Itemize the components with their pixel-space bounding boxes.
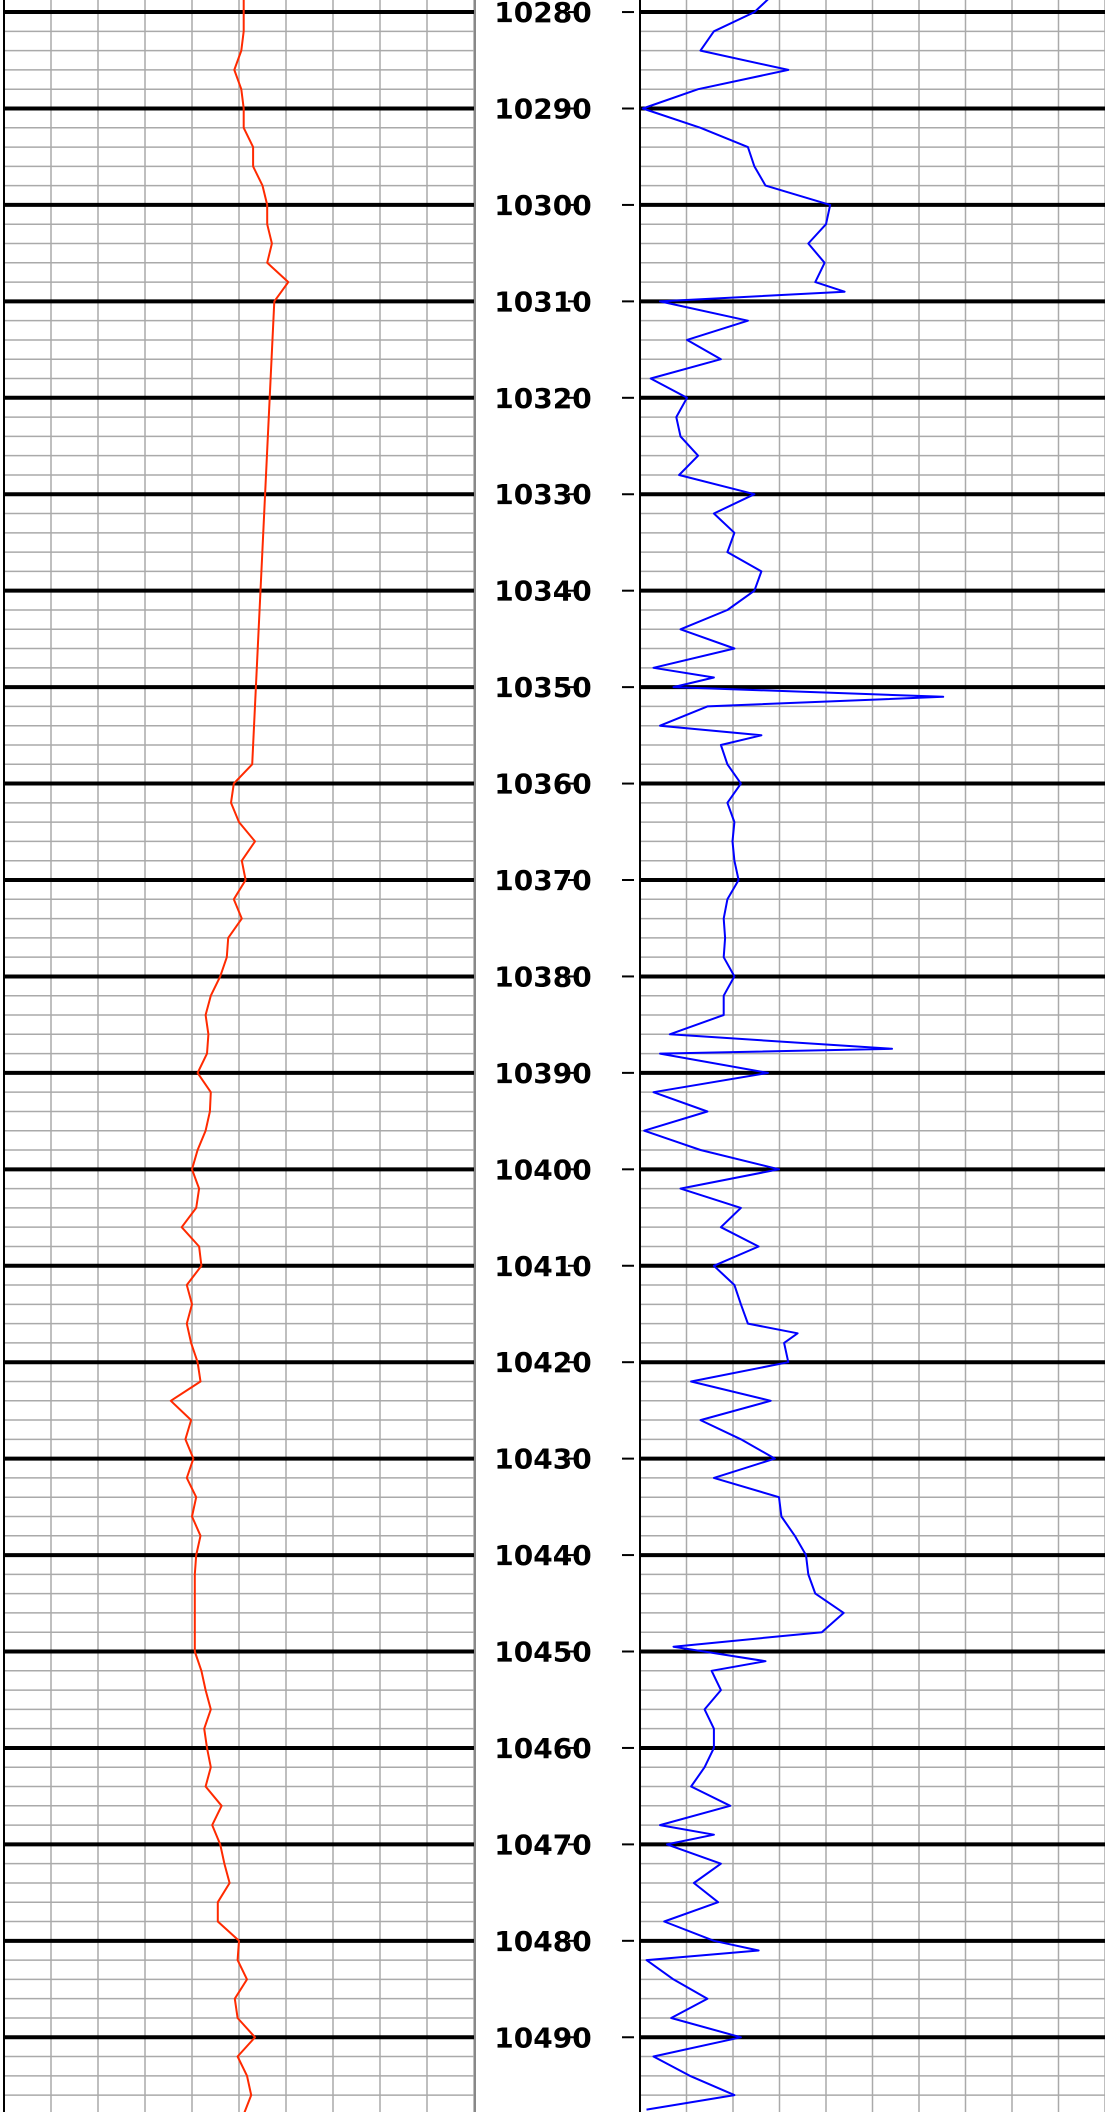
depth-labels: 10280 10290 10300 10310 10320 10330 10340 10350…: [494, 0, 591, 2054]
depth-lines: [4, 10, 1105, 2040]
depth-label: 10430: [494, 1443, 591, 1476]
depth-label: 10280: [494, 0, 591, 29]
depth-label: 10370: [494, 864, 591, 897]
depth-label: 10350: [494, 671, 591, 704]
depth-label: 10360: [494, 768, 591, 801]
depth-label: 10290: [494, 92, 591, 125]
depth-label: 10330: [494, 478, 591, 511]
depth-label: 10420: [494, 1346, 591, 1379]
depth-label: 10310: [494, 285, 591, 318]
log-curve: [169, 0, 290, 2112]
depth-label: 10320: [494, 382, 591, 415]
grid: [3, 0, 1105, 2112]
depth-label: 10490: [494, 2021, 591, 2054]
depth-label: 10380: [494, 960, 591, 993]
curves: [169, 0, 945, 2112]
depth-label: 10340: [494, 575, 591, 608]
depth-label: 10390: [494, 1057, 591, 1090]
depth-label: 10400: [494, 1153, 591, 1186]
depth-label: 10470: [494, 1828, 591, 1861]
depth-label: 10480: [494, 1925, 591, 1958]
depth-label: 10450: [494, 1636, 591, 1669]
depth-label: 10460: [494, 1732, 591, 1765]
depth-label: 10410: [494, 1250, 591, 1283]
log-curve: [641, 0, 945, 2111]
depth-label: 10440: [494, 1539, 591, 1572]
depth-label: 10300: [494, 189, 591, 222]
